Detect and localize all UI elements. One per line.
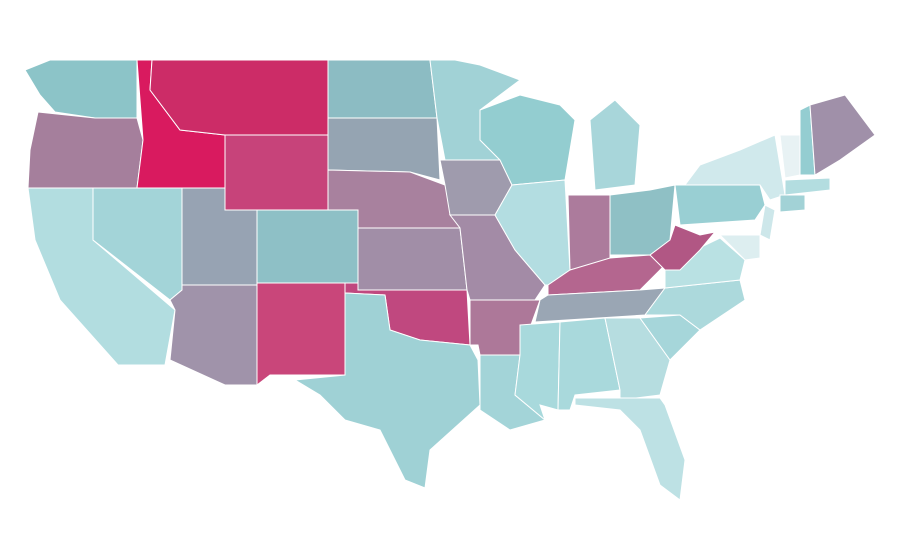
state-region — [718, 234, 761, 261]
state-region — [779, 194, 806, 213]
state-region — [589, 99, 641, 191]
state-region — [759, 204, 776, 241]
state-region — [256, 209, 359, 284]
state-region — [357, 227, 468, 291]
state-region — [169, 284, 258, 386]
state-region — [684, 134, 786, 201]
state-region — [327, 59, 438, 119]
state-region — [256, 282, 346, 387]
state-region — [784, 177, 831, 196]
state-region — [27, 111, 144, 189]
state-region — [779, 134, 801, 179]
state-region — [293, 292, 481, 489]
state-region — [567, 194, 611, 271]
state-region — [649, 224, 717, 271]
state-region — [327, 117, 441, 181]
state-region — [494, 179, 571, 286]
state-region — [809, 94, 876, 176]
state-region — [574, 397, 686, 501]
state-region — [149, 59, 329, 136]
state-region — [224, 134, 329, 211]
state-region — [24, 59, 138, 119]
state-region — [674, 184, 766, 226]
